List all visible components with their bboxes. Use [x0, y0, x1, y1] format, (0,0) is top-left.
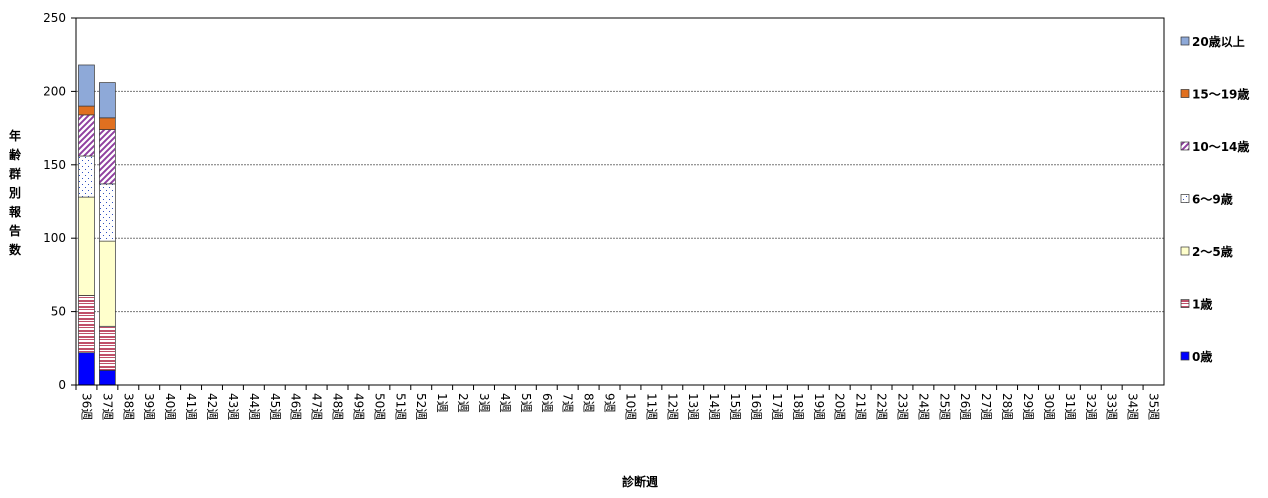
bar-segment: [99, 82, 116, 119]
x-tick-label: 24週: [916, 393, 930, 420]
x-tick-label: 33週: [1105, 393, 1119, 420]
x-tick-label: 42週: [205, 393, 219, 420]
x-tick-label: 39週: [142, 393, 156, 420]
plot-frame: [75, 17, 1165, 386]
x-tick-label: 10週: [623, 393, 637, 420]
x-tick-label: 31週: [1063, 393, 1077, 420]
x-tick-label: 4週: [498, 393, 512, 413]
bar-segment: [78, 196, 95, 296]
y-tick-label: 0: [58, 378, 66, 392]
x-tick-label: 51週: [393, 393, 407, 420]
legend-label: 0歳: [1192, 349, 1212, 364]
bar-segment: [99, 325, 116, 371]
x-tick-label: 17週: [770, 393, 784, 420]
x-tick-label: 36週: [79, 393, 93, 420]
bar-segment: [99, 117, 116, 130]
x-tick-label: 15週: [728, 393, 742, 420]
y-tick-label: 100: [43, 231, 66, 245]
x-tick-label: 7週: [561, 393, 575, 413]
x-tick-label: 37週: [100, 393, 114, 420]
legend-label: 20歳以上: [1192, 34, 1245, 49]
x-tick-label: 38週: [121, 393, 135, 420]
x-tick-label: 22週: [875, 393, 889, 420]
legend-label: 6〜9歳: [1192, 192, 1233, 207]
bar-segment: [78, 352, 95, 386]
x-tick-label: 28週: [1000, 393, 1014, 420]
bar-segment: [78, 295, 95, 354]
x-tick-label: 43週: [226, 393, 240, 420]
legend-swatch: [1180, 141, 1190, 151]
x-tick-label: 21週: [854, 393, 868, 420]
bar-segment: [99, 369, 116, 386]
x-tick-label: 6週: [540, 393, 554, 413]
y-tick-label: 150: [43, 158, 66, 172]
x-tick-label: 1週: [435, 393, 449, 413]
legend-label: 10〜14歳: [1192, 139, 1249, 154]
x-tick-label: 5週: [519, 393, 533, 413]
x-tick-label: 27週: [979, 393, 993, 420]
x-tick-label: 32週: [1084, 393, 1098, 420]
x-tick-label: 44週: [247, 393, 261, 420]
x-tick-label: 46週: [289, 393, 303, 420]
x-tick-label: 18週: [791, 393, 805, 420]
y-tick-label: 250: [43, 11, 66, 25]
x-tick-label: 50週: [372, 393, 386, 420]
x-tick-label: 26週: [958, 393, 972, 420]
bar-segment: [78, 155, 95, 198]
legend-swatch: [1180, 246, 1190, 256]
x-tick-label: 8週: [582, 393, 596, 413]
x-tick-label: 9週: [603, 393, 617, 413]
x-tick-label: 41週: [184, 393, 198, 420]
x-tick-label: 52週: [414, 393, 428, 420]
legend-swatch: [1180, 36, 1190, 46]
x-tick-label: 3週: [477, 393, 491, 413]
x-tick-label: 23週: [895, 393, 909, 420]
x-tick-label: 30週: [1042, 393, 1056, 420]
legend-label: 15〜19歳: [1192, 87, 1249, 102]
x-tick-label: 19週: [812, 393, 826, 420]
x-tick-label: 47週: [310, 393, 324, 420]
legend-label: 2〜5歳: [1192, 244, 1233, 259]
x-tick-label: 11週: [644, 393, 658, 420]
legend-swatch: [1180, 194, 1190, 203]
x-tick-label: 16週: [749, 393, 763, 420]
y-axis-title: 年齢群別報告数: [8, 128, 22, 257]
legend-swatch: [1180, 351, 1190, 361]
x-tick-label: 35週: [1147, 393, 1161, 420]
bar-segment: [78, 114, 95, 157]
y-tick-label: 200: [43, 84, 66, 98]
x-tick-label: 29週: [1021, 393, 1035, 420]
bar-segment: [99, 129, 116, 185]
x-tick-label: 49週: [351, 393, 365, 420]
legend-swatch: [1180, 89, 1190, 98]
bar-segment: [78, 105, 95, 116]
x-axis-title: 診断週: [622, 474, 658, 489]
bar-segment: [78, 64, 95, 107]
x-tick-label: 45週: [268, 393, 282, 420]
y-tick-label: 50: [51, 305, 66, 319]
x-tick-label: 34週: [1126, 393, 1140, 420]
x-tick-label: 2週: [456, 393, 470, 413]
bar-segment: [99, 240, 116, 327]
legend-swatch: [1180, 299, 1190, 308]
x-tick-label: 40週: [163, 393, 177, 420]
x-tick-label: 48週: [331, 393, 345, 420]
x-tick-label: 12週: [665, 393, 679, 420]
bar-segment: [99, 183, 116, 242]
x-tick-label: 14週: [707, 393, 721, 420]
legend-label: 1歳: [1192, 297, 1212, 312]
x-tick-label: 20週: [833, 393, 847, 420]
x-tick-label: 25週: [937, 393, 951, 420]
x-tick-label: 13週: [686, 393, 700, 420]
